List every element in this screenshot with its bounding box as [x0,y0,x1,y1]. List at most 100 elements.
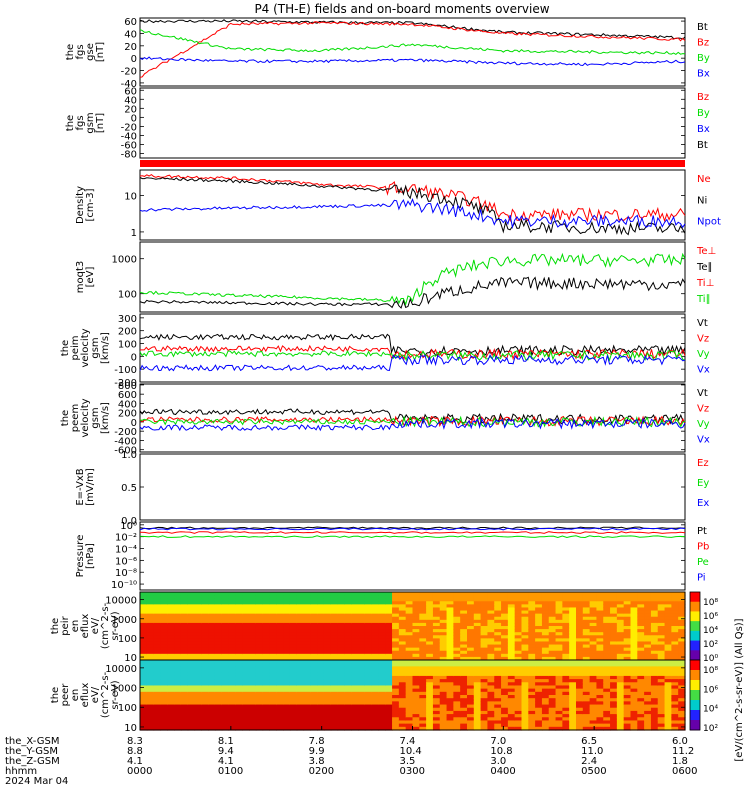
spectrogram-cell [432,656,441,661]
spectrogram-cell [344,619,352,624]
spectrogram-cell [351,626,359,630]
spectrogram-cell [337,701,345,706]
y-axis-label: eV/ [90,686,101,703]
colorbar-tick-label: 10⁶ [703,685,718,695]
spectrogram-cell [623,619,632,624]
spectrogram-cell [446,679,454,683]
spectrogram-cell [337,613,345,618]
spectrogram-cell [262,641,271,646]
spectrogram-cell [283,717,291,722]
spectrogram-cell [146,626,155,630]
spectrogram-cell [235,663,243,667]
spectrogram-cell [630,629,638,633]
spectrogram-cell [453,632,461,636]
spectrogram-cell [310,641,318,646]
spectrogram-cell [473,675,482,680]
spectrogram-cell [644,622,652,627]
spectrogram-cell [657,604,666,609]
spectrogram-cell [364,656,373,661]
spectrogram-cell [453,695,461,699]
legend-entry: Pb [697,542,709,553]
spectrogram-cell [487,701,495,706]
pressure-trace [139,531,686,534]
y-tick-label: 600 [118,390,137,401]
spectrogram-cell [398,635,407,639]
spectrogram-cell [405,632,414,636]
spectrogram-cell [330,598,339,602]
spectrogram-cell [446,595,454,599]
spectrogram-cell [337,704,345,709]
spectrogram-cell [610,717,618,722]
spectrogram-cell [637,638,645,643]
spectrogram-cell [467,675,475,680]
spectrogram-cell [569,707,577,712]
y-axis-label: velocity [80,328,91,367]
spectrogram-cell [310,666,318,671]
spectrogram-cell [521,714,529,718]
spectrogram-cell [378,656,386,661]
spectrogram-cell [528,619,536,624]
spectrogram-cell [358,619,366,624]
spectrogram-cell [630,641,638,646]
spectrogram-cell [296,601,305,605]
spectrogram-cell [208,679,216,683]
spectrogram-cell [249,688,257,693]
y-axis-label: en [70,689,81,702]
spectrogram-cell [201,685,209,690]
spectrogram-cell [167,710,175,715]
spectrogram-cell [364,704,373,709]
spectrogram-cell [548,720,557,725]
spectrogram-cell [657,723,666,728]
spectrogram-cell [494,644,502,649]
spectrogram-cell [569,704,577,709]
spectrogram-cell [392,601,400,605]
spectrogram-cell [480,710,489,715]
spectrogram-cell [303,704,311,709]
spectrogram-cell [446,710,454,715]
spectrogram-cell [214,601,223,605]
spectrogram-cell [487,675,495,680]
spectrogram-cell [637,707,645,712]
spectrogram-cell [521,616,529,621]
spectrogram-cell [610,641,618,646]
spectrogram-cell [146,682,155,687]
spectrogram-cell [364,607,373,612]
spectrogram-cell [548,601,557,605]
spectrogram-cell [569,672,577,677]
spectrogram-cell [351,688,359,693]
colorbar-tick-label: 10⁶ [703,612,718,622]
spectrogram-cell [167,622,175,627]
spectrogram-cell [330,666,339,671]
spectrogram-cell [541,663,550,667]
spectrogram-cell [589,647,598,652]
spectrogram-cell [255,726,264,731]
spectrogram-cell [616,685,625,690]
spectrogram-cell [337,720,345,725]
spectrogram-cell [385,610,393,615]
spectrogram-cell [569,714,577,718]
spectrogram-cell [616,688,625,693]
spectrogram-cell [317,675,325,680]
spectrogram-cell [221,726,230,731]
spectrogram-cell [174,604,182,609]
spectrogram-cell [221,701,230,706]
spectrogram-cell [358,607,366,612]
spectrogram-cell [644,698,652,702]
spectrogram-cell [262,710,271,715]
spectrogram-cell [208,613,216,618]
spectrogram-cell [405,679,414,683]
spectrogram-cell [412,723,420,728]
spectrogram-cell [562,698,570,702]
spectrogram-cell [569,598,577,602]
spectrogram-cell [262,635,271,639]
spectrogram-cell [201,647,209,652]
spectrogram-cell [235,616,243,621]
spectrogram-cell [589,619,598,624]
spectrogram-cell [426,714,434,718]
spectrogram-cell [582,647,591,652]
spectrogram-cell [180,679,189,683]
spectrogram-cell [208,720,216,725]
spectrogram-cell [419,698,427,702]
spectrogram-cell [201,610,209,615]
